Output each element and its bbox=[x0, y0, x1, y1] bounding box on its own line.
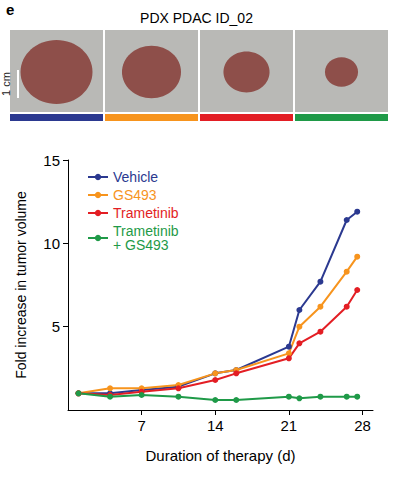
svg-text:7: 7 bbox=[137, 417, 145, 434]
svg-text:GS493: GS493 bbox=[113, 187, 157, 203]
svg-text:28: 28 bbox=[354, 417, 371, 434]
svg-text:10: 10 bbox=[43, 235, 60, 252]
svg-text:5: 5 bbox=[52, 318, 60, 335]
svg-text:Vehicle: Vehicle bbox=[113, 169, 158, 185]
svg-text:21: 21 bbox=[281, 417, 298, 434]
svg-text:14: 14 bbox=[207, 417, 224, 434]
svg-text:1 cm: 1 cm bbox=[0, 72, 12, 96]
svg-text:PDX PDAC ID_02: PDX PDAC ID_02 bbox=[140, 10, 253, 26]
svg-text:e: e bbox=[6, 1, 14, 18]
svg-text:15: 15 bbox=[43, 152, 60, 169]
svg-text:Trametinib: Trametinib bbox=[113, 223, 179, 239]
svg-text:Duration of therapy (d): Duration of therapy (d) bbox=[145, 447, 295, 464]
svg-text:+ GS493: + GS493 bbox=[113, 237, 169, 253]
svg-text:Fold increase in tumor volume: Fold increase in tumor volume bbox=[13, 191, 29, 379]
svg-text:Trametinib: Trametinib bbox=[113, 205, 179, 221]
